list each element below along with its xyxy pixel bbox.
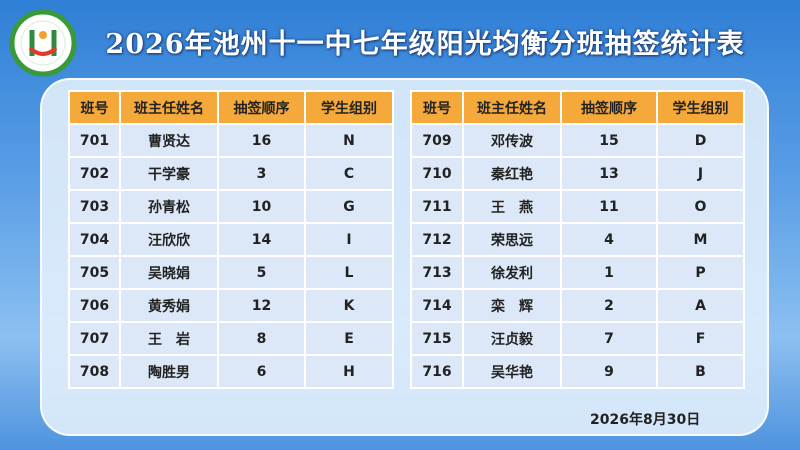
cell: 701 [68, 123, 121, 158]
column-header: 抽签顺序 [217, 90, 306, 125]
cell: 曹贤达 [119, 123, 219, 158]
row: 702 干学豪 3 C [68, 156, 394, 191]
cell: 秦红艳 [462, 156, 562, 191]
cell: 6 [217, 354, 306, 389]
cell: E [304, 321, 394, 356]
cell: 707 [68, 321, 121, 356]
cell: 1 [560, 255, 658, 290]
row: 713 徐发利 1 P [410, 255, 745, 290]
header-row: 班号 班主任姓名 抽签顺序 学生组别 [410, 90, 745, 125]
cell: G [304, 189, 394, 224]
row: 706 黄秀娟 12 K [68, 288, 394, 323]
cell: H [304, 354, 394, 389]
cell: 王 燕 [462, 189, 562, 224]
cell: 705 [68, 255, 121, 290]
cell: 714 [410, 288, 464, 323]
cell: 邓传波 [462, 123, 562, 158]
cell: N [304, 123, 394, 158]
cell: 8 [217, 321, 306, 356]
cell: 干学豪 [119, 156, 219, 191]
row: 716 吴华艳 9 B [410, 354, 745, 389]
cell: 10 [217, 189, 306, 224]
cell: 703 [68, 189, 121, 224]
row: 701 曹贤达 16 N [68, 123, 394, 158]
row: 704 汪欣欣 14 I [68, 222, 394, 257]
cell: 716 [410, 354, 464, 389]
cell: F [656, 321, 745, 356]
row: 712 荣思远 4 M [410, 222, 745, 257]
cell: 14 [217, 222, 306, 257]
column-header: 班主任姓名 [462, 90, 562, 125]
cell: 11 [560, 189, 658, 224]
cell: 712 [410, 222, 464, 257]
cell: J [656, 156, 745, 191]
cell: 16 [217, 123, 306, 158]
cell: D [656, 123, 745, 158]
cell: 孙青松 [119, 189, 219, 224]
cell: 708 [68, 354, 121, 389]
cell: A [656, 288, 745, 323]
row: 708 陶胜男 6 H [68, 354, 394, 389]
cell: 吴华艳 [462, 354, 562, 389]
cell: 5 [217, 255, 306, 290]
cell: 709 [410, 123, 464, 158]
cell: P [656, 255, 745, 290]
cell: K [304, 288, 394, 323]
row: 715 汪贞毅 7 F [410, 321, 745, 356]
row: 710 秦红艳 13 J [410, 156, 745, 191]
column-header: 班主任姓名 [119, 90, 219, 125]
date: 2026年8月30日 [590, 412, 701, 428]
column-header: 学生组别 [304, 90, 394, 125]
cell: O [656, 189, 745, 224]
cell: 汪贞毅 [462, 321, 562, 356]
column-header: 学生组别 [656, 90, 745, 125]
cell: 4 [560, 222, 658, 257]
cell: B [656, 354, 745, 389]
cell: 徐发利 [462, 255, 562, 290]
cell: 706 [68, 288, 121, 323]
table: 班号 班主任姓名 抽签顺序 学生组别 701 曹贤达 16 N 702 干学豪 3 C 703 孙青松 10… [68, 90, 394, 389]
cell: 栾 辉 [462, 288, 562, 323]
cell: 2 [560, 288, 658, 323]
cell: 715 [410, 321, 464, 356]
cell: 黄秀娟 [119, 288, 219, 323]
cell: 9 [560, 354, 658, 389]
column-header: 班号 [410, 90, 464, 125]
logo [9, 9, 77, 77]
cell: 7 [560, 321, 658, 356]
row: 703 孙青松 10 G [68, 189, 394, 224]
title: 2026年池州十一中七年级阳光均衡分班抽签统计表 [105, 29, 745, 60]
cell: 710 [410, 156, 464, 191]
row: 711 王 燕 11 O [410, 189, 745, 224]
row: 709 邓传波 15 D [410, 123, 745, 158]
cell: 陶胜男 [119, 354, 219, 389]
column-header: 班号 [68, 90, 121, 125]
cell: 王 岩 [119, 321, 219, 356]
cell: 704 [68, 222, 121, 257]
cell: 713 [410, 255, 464, 290]
cell: 吴晓娟 [119, 255, 219, 290]
cell: 702 [68, 156, 121, 191]
cell: 荣思远 [462, 222, 562, 257]
row: 705 吴晓娟 5 L [68, 255, 394, 290]
cell: 3 [217, 156, 306, 191]
cell: 15 [560, 123, 658, 158]
cell: 汪欣欣 [119, 222, 219, 257]
cell: 12 [217, 288, 306, 323]
column-header: 抽签顺序 [560, 90, 658, 125]
cell: I [304, 222, 394, 257]
cell: C [304, 156, 394, 191]
cell: 711 [410, 189, 464, 224]
cell: M [656, 222, 745, 257]
header-row: 班号 班主任姓名 抽签顺序 学生组别 [68, 90, 394, 125]
cell: 13 [560, 156, 658, 191]
cell: L [304, 255, 394, 290]
